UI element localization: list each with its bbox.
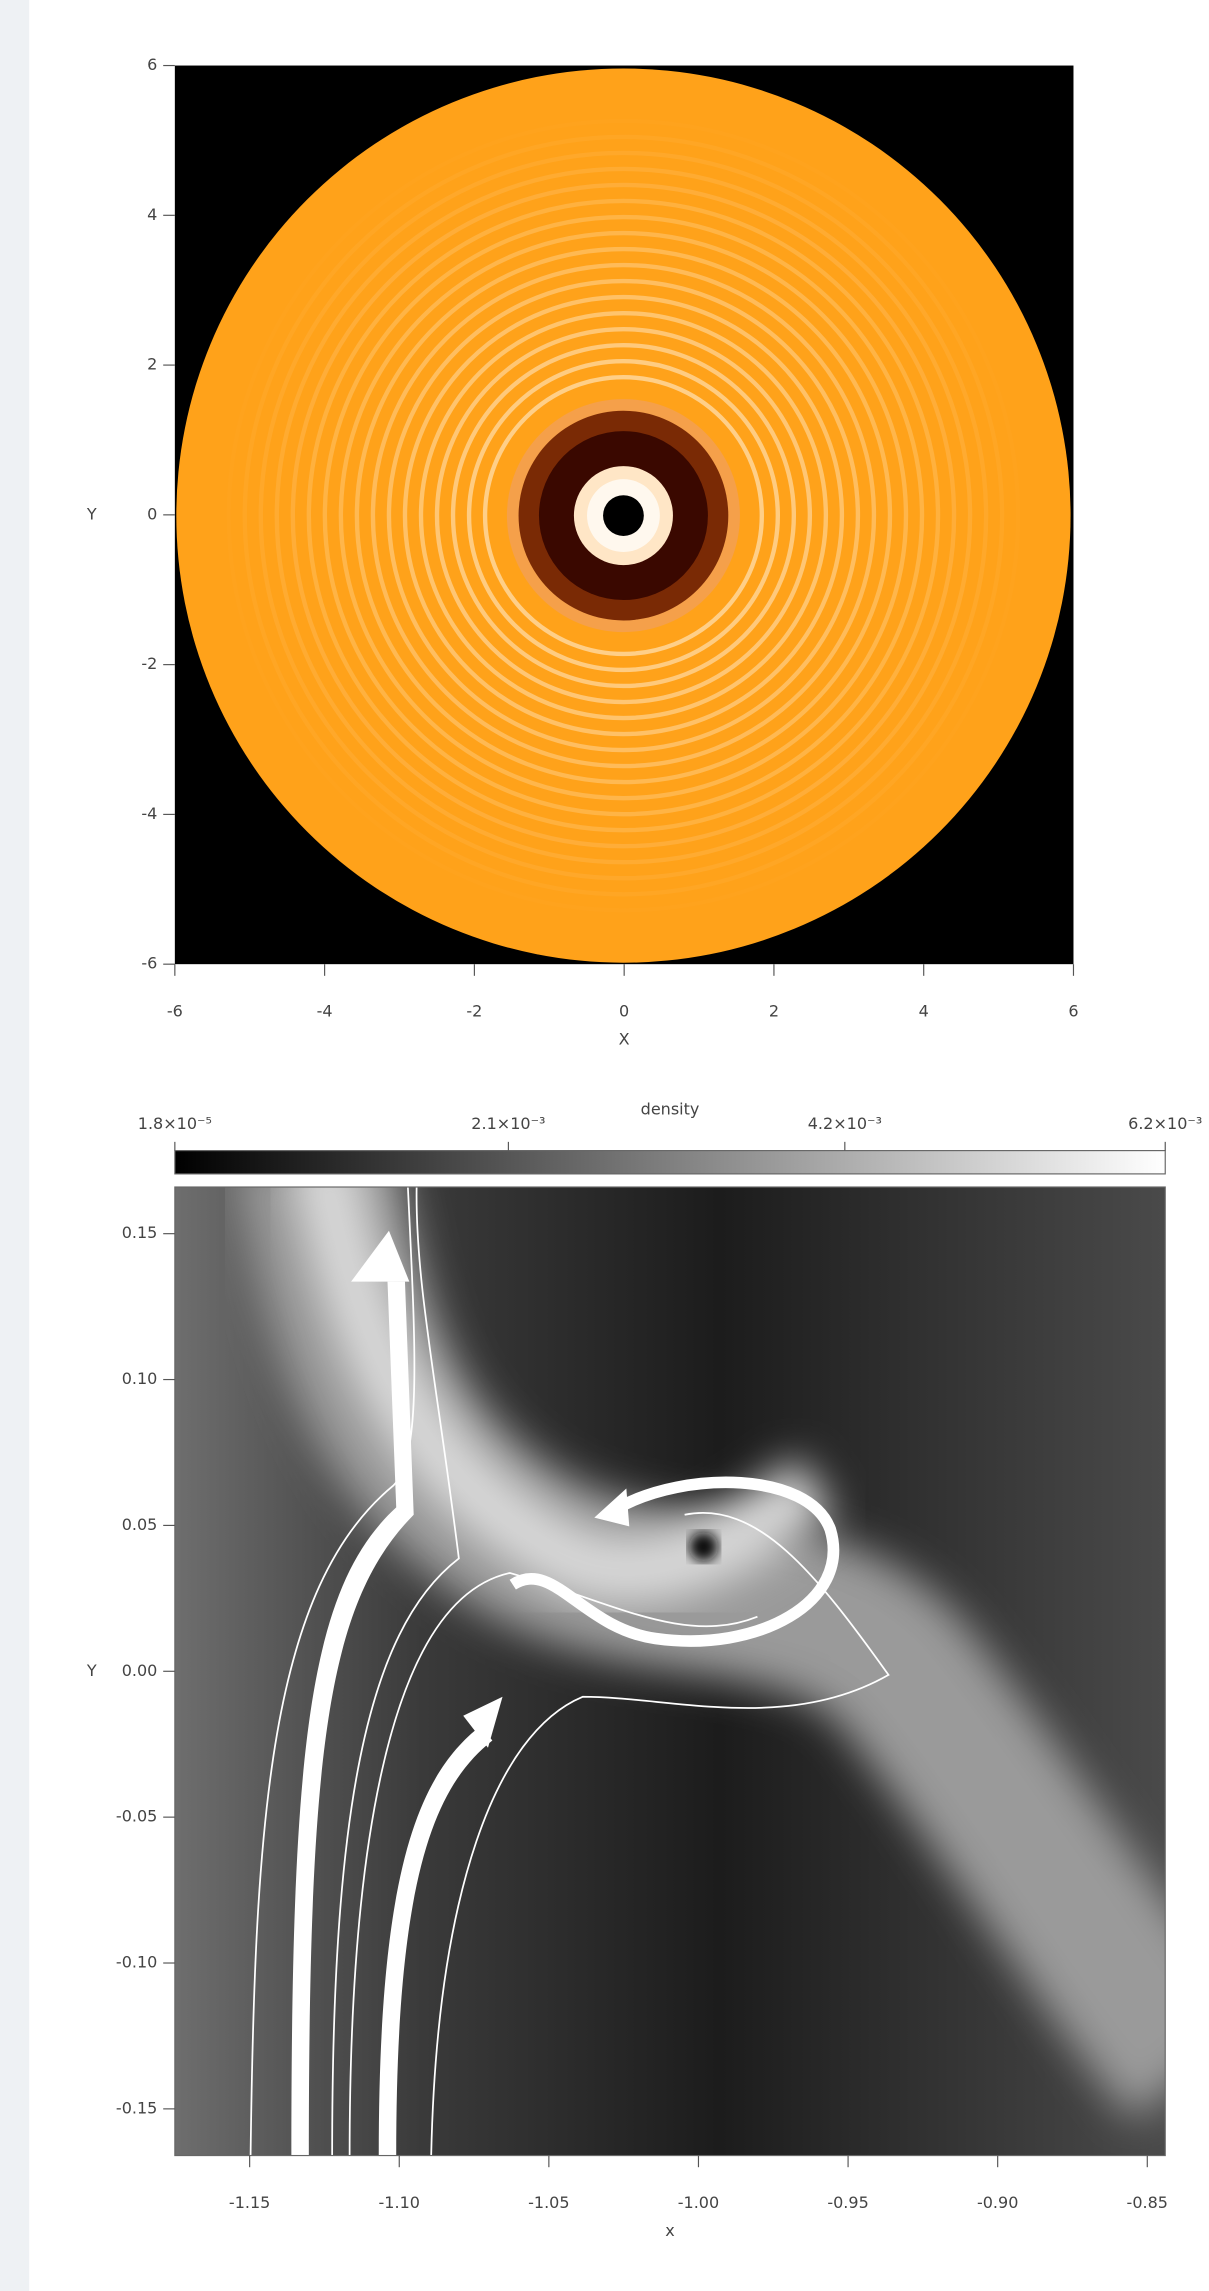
x-tick-label: -1.10: [379, 2193, 420, 2212]
y-tick-label: 6: [147, 55, 157, 74]
y-tick-label: 2: [147, 355, 157, 374]
y-tick-label: -0.05: [116, 1807, 157, 1826]
page: Density plots html, body { margin: 0; pa…: [0, 0, 1209, 2291]
x-tick-label: -1.15: [229, 2193, 270, 2212]
y-tick-label: 0.05: [122, 1515, 158, 1534]
page-body: {"chart_data": [ {"type": "heatmap", "xl…: [0, 0, 1209, 2291]
figure: density -6 -4 -2 0 2 4 6 -6 -4 -2 0 2 4 6 X Y -1.15 -1.10…: [0, 0, 1209, 2291]
y-axis-label: Y: [86, 504, 97, 523]
y-tick-label: -6: [141, 954, 157, 973]
y-axis-label: Y: [86, 1661, 97, 1680]
colorbar-tick-label: 1.8×10⁻⁵: [138, 1114, 212, 1133]
x-tick-label: -1.00: [678, 2193, 719, 2212]
core: [689, 1532, 718, 1561]
hole: [603, 495, 644, 536]
y-tick-label: -0.10: [116, 1953, 157, 1972]
x-tick-label: -1.05: [528, 2193, 569, 2212]
colorbar-tick-label: 6.2×10⁻³: [1128, 1114, 1202, 1133]
x-tick-label: 6: [1068, 1002, 1078, 1021]
x-tick-label: -2: [466, 1002, 482, 1021]
y-tick-label: 4: [147, 205, 157, 224]
colorbar-tick-label: 4.2×10⁻³: [808, 1114, 882, 1133]
x-tick-label: -0.95: [827, 2193, 868, 2212]
y-tick-label: -2: [141, 654, 157, 673]
y-tick-label: -4: [141, 804, 157, 823]
colorbar-label: density: [641, 1099, 700, 1118]
x-tick-label: 0: [619, 1002, 629, 1021]
y-tick-label: -0.15: [116, 2098, 157, 2117]
x-axis-label: x: [665, 2221, 674, 2240]
y-tick-label: 0.15: [122, 1223, 158, 1242]
density-image: [175, 1151, 1195, 2156]
x-tick-label: -6: [167, 1002, 183, 1021]
y-tick-label: 0: [147, 504, 157, 523]
x-axis-label: X: [619, 1029, 630, 1048]
colorbar-tick-label: 2.1×10⁻³: [471, 1114, 545, 1133]
x-tick-label: -4: [317, 1002, 333, 1021]
y-tick-label: 0.00: [122, 1661, 158, 1680]
x-tick-label: -0.90: [977, 2193, 1018, 2212]
y-tick-label: 0.10: [122, 1369, 158, 1388]
x-tick-label: 4: [919, 1002, 929, 1021]
x-tick-label: -0.85: [1127, 2193, 1168, 2212]
x-tick-label: 2: [769, 1002, 779, 1021]
colorbar: [175, 1151, 1165, 1174]
density-image: [175, 66, 1074, 965]
